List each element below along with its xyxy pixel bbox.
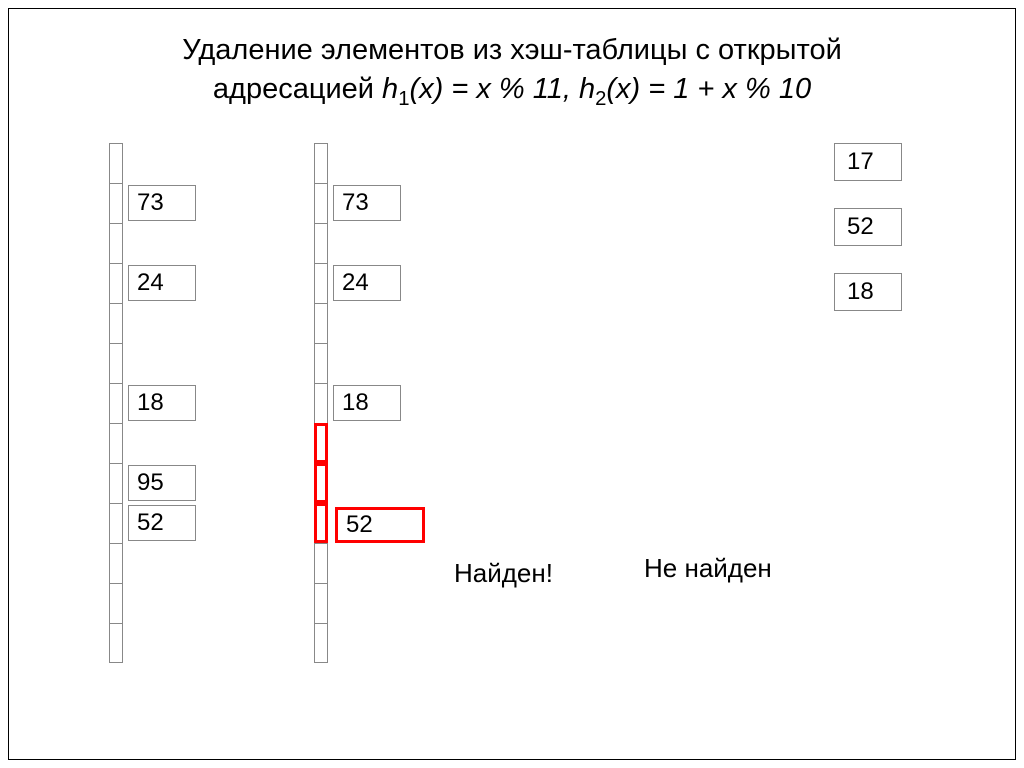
hash-slot (314, 343, 328, 383)
hash-column-1: 73 24 18 9552 (109, 143, 123, 663)
fn-h1: h (382, 73, 398, 105)
hash-value: 95 (128, 465, 196, 501)
hash-slot (109, 623, 123, 663)
hash-slot: 73 (109, 183, 123, 223)
label-notfound: Не найден (644, 553, 772, 584)
hash-slot (314, 543, 328, 583)
hash-value: 18 (333, 385, 401, 421)
hash-slot (109, 223, 123, 263)
fn-h2-sub: 2 (595, 88, 606, 110)
hash-value: 24 (128, 265, 196, 301)
hash-value: 24 (333, 265, 401, 301)
hash-slot: 18 (314, 383, 328, 423)
hash-slot: 95 (109, 463, 123, 503)
fn-h2: h (579, 73, 595, 105)
hash-slot (314, 463, 328, 503)
slide-title: Удаление элементов из хэш-таблицы с откр… (9, 9, 1015, 123)
fn-h1-sub: 1 (398, 88, 409, 110)
hash-value: 73 (128, 185, 196, 221)
hash-slot (109, 423, 123, 463)
side-value-box: 18 (834, 273, 902, 311)
side-value-box: 52 (834, 208, 902, 246)
hash-value: 52 (335, 507, 425, 543)
hash-slot: 73 (314, 183, 328, 223)
hash-slot: 52 (109, 503, 123, 543)
hash-slot: 18 (109, 383, 123, 423)
hash-value: 73 (333, 185, 401, 221)
hash-slot (314, 143, 328, 183)
hash-slot (109, 583, 123, 623)
hash-column-2: 73 24 18 52 (314, 143, 328, 663)
hash-slot (314, 583, 328, 623)
hash-slot: 52 (314, 503, 328, 543)
hash-slot (314, 623, 328, 663)
hash-slot (314, 423, 328, 463)
hash-slot: 24 (314, 263, 328, 303)
title-line2-pre: адресацией (213, 73, 382, 105)
hash-value: 18 (128, 385, 196, 421)
title-line1: Удаление элементов из хэш-таблицы с откр… (182, 34, 842, 66)
fn-h1-rest: (x) = x % 11, (409, 73, 578, 105)
hash-slot (109, 343, 123, 383)
hash-slot (109, 303, 123, 343)
hash-slot: 24 (109, 263, 123, 303)
hash-slot (109, 143, 123, 183)
side-value-box: 17 (834, 143, 902, 181)
hash-slot (109, 543, 123, 583)
hash-value: 52 (128, 505, 196, 541)
hash-slot (314, 303, 328, 343)
hash-slot (314, 223, 328, 263)
fn-h2-rest: (x) = 1 + x % 10 (606, 73, 811, 105)
label-found: Найден! (454, 558, 553, 589)
diagram-area: 7324189552 73241852 175218 Найден! Не на… (9, 123, 1015, 743)
